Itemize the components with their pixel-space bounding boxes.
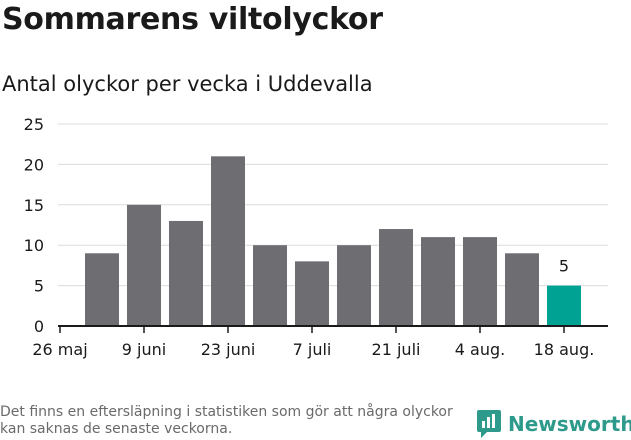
data-label: 5: [559, 257, 569, 276]
x-tick-label: 18 aug.: [534, 340, 595, 359]
bar: [337, 245, 371, 326]
bar: [379, 229, 413, 326]
y-tick-label: 0: [34, 317, 44, 336]
y-tick-label: 5: [34, 277, 44, 296]
bar: [463, 237, 497, 326]
bar: [211, 156, 245, 326]
y-tick-label: 15: [24, 196, 44, 215]
bar: [505, 253, 539, 326]
y-tick-label: 20: [24, 155, 44, 174]
y-tick-label: 25: [24, 115, 44, 134]
bar: [547, 285, 581, 326]
x-tick-label: 26 maj: [32, 340, 87, 359]
chart-title: Sommarens viltolyckor: [2, 2, 383, 37]
bar: [421, 237, 455, 326]
x-tick-label: 23 juni: [201, 340, 256, 359]
x-tick-label: 9 juni: [122, 340, 166, 359]
footnote: Det finns en eftersläpning i statistiken…: [0, 404, 453, 437]
x-tick-label: 4 aug.: [455, 340, 505, 359]
bar-chart: 0 5 10 15 20 25 5 26 maj 9 juni 23 juni 7 juli 21 j…: [24, 115, 608, 359]
bar: [127, 204, 161, 326]
y-tick-label: 10: [24, 236, 44, 255]
x-tick-label: 7 juli: [293, 340, 332, 359]
bar: [253, 245, 287, 326]
x-tick-label: 21 juli: [372, 340, 421, 359]
bar: [169, 220, 203, 326]
brand-logo: Newsworthy: [476, 408, 631, 440]
brand-name: Newsworthy: [508, 412, 631, 436]
newsworthy-logo-icon: [477, 410, 501, 438]
bar: [85, 253, 119, 326]
chart-subtitle: Antal olyckor per vecka i Uddevalla: [2, 72, 373, 96]
bar: [295, 261, 329, 326]
